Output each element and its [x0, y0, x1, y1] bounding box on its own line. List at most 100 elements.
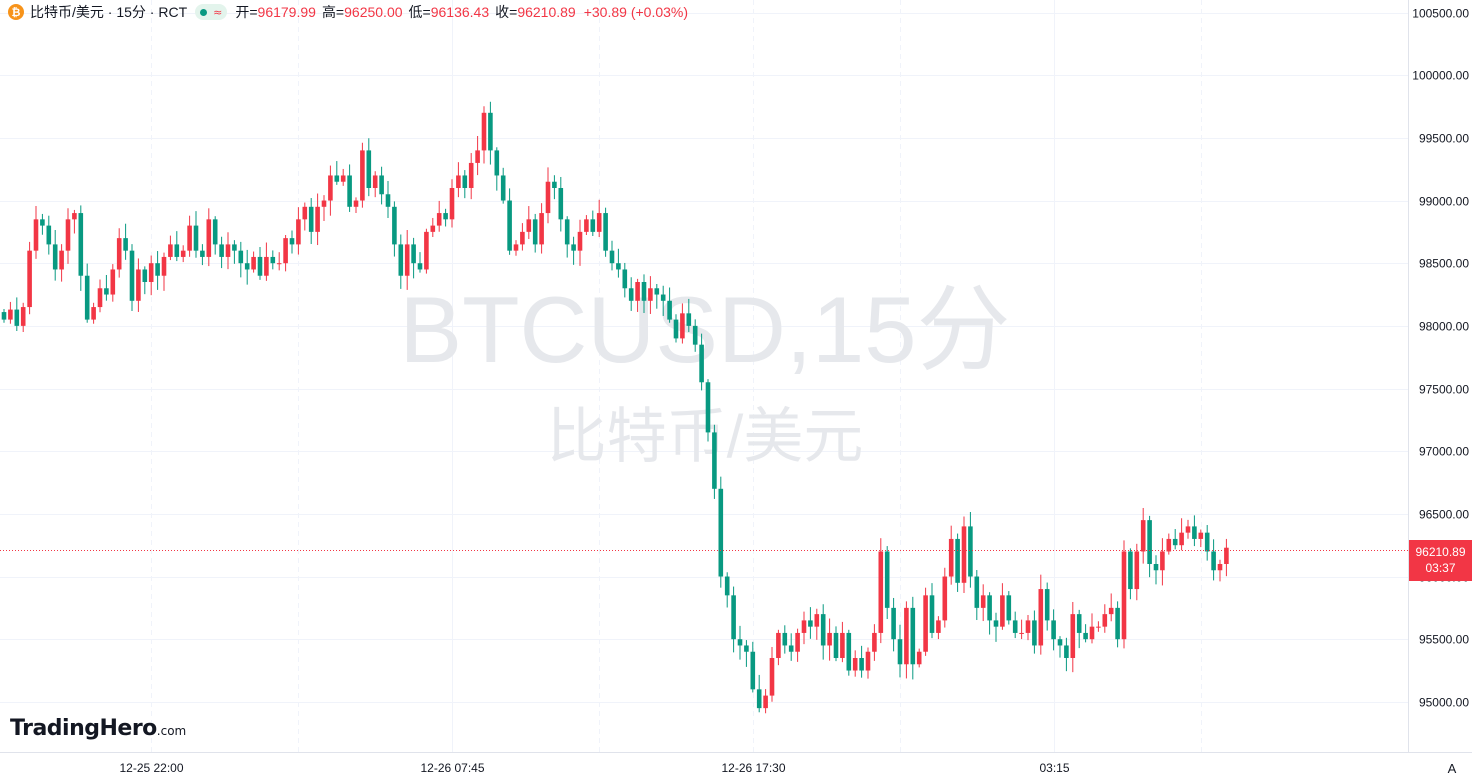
time-tick-label: 12-26 17:30	[721, 761, 785, 775]
candle-body	[116, 238, 122, 270]
candle	[667, 287, 672, 323]
candle-body	[110, 269, 116, 295]
candle	[1166, 533, 1172, 555]
candle-body	[1128, 551, 1133, 590]
candle-body	[91, 307, 96, 320]
candle	[724, 572, 730, 608]
candle	[654, 284, 660, 309]
candle-body	[891, 607, 896, 640]
candle	[334, 161, 340, 185]
candle-body	[212, 219, 218, 245]
candle-body	[1134, 551, 1140, 590]
candle	[1064, 637, 1069, 672]
candle	[251, 251, 256, 273]
price-tick-label: 99500.00	[1419, 132, 1469, 146]
candle	[763, 689, 768, 714]
logo-suffix: .com	[156, 724, 187, 738]
candle-body	[513, 244, 519, 251]
candle	[104, 274, 109, 301]
time-axis[interactable]: 12-25 22:00 12-26 07:45 12-26 17:30 03:15	[119, 761, 1069, 775]
price-tick-label: 95000.00	[1419, 696, 1469, 710]
candle	[987, 592, 992, 635]
candle-body	[244, 263, 250, 270]
candle-body	[584, 219, 589, 232]
high-label: 高=	[321, 4, 345, 20]
candle-body	[315, 206, 320, 232]
candle	[308, 198, 314, 245]
candle	[180, 245, 186, 263]
market-status-badge[interactable]: ≈	[195, 4, 228, 20]
candle	[289, 230, 295, 254]
candle-body	[84, 275, 90, 320]
candle-body	[1051, 620, 1056, 640]
price-tick-label: 100500.00	[1412, 7, 1469, 21]
candle	[673, 314, 679, 343]
candle-body	[1185, 526, 1191, 533]
candle	[1051, 609, 1056, 651]
candle	[577, 219, 583, 266]
candle-body	[910, 607, 916, 665]
candle-body	[1153, 564, 1159, 571]
low-label: 低=	[408, 4, 431, 20]
candle	[891, 597, 896, 652]
candle-body	[65, 219, 71, 251]
candle-body	[1166, 538, 1172, 552]
candle-body	[379, 175, 384, 195]
candle	[622, 262, 628, 298]
candle	[244, 249, 250, 285]
candle-body	[596, 213, 602, 232]
candle-body	[20, 307, 26, 326]
tradinghero-logo: TradingHero.com	[10, 716, 186, 741]
candle-body	[206, 219, 212, 257]
candle	[942, 567, 948, 628]
candle	[500, 167, 506, 204]
candle	[219, 236, 224, 269]
candle	[283, 235, 288, 272]
candle-body	[980, 595, 986, 608]
candle-body	[520, 231, 525, 245]
candle	[865, 647, 871, 679]
candle	[1083, 624, 1088, 643]
candle-body	[974, 576, 980, 608]
candle-body	[904, 607, 909, 665]
candle-body	[200, 250, 205, 257]
candle-body	[507, 200, 512, 251]
candle	[424, 228, 429, 274]
candle	[590, 210, 596, 237]
candle	[78, 205, 84, 291]
candle	[961, 516, 967, 593]
candle	[878, 538, 884, 644]
candle	[136, 258, 141, 312]
candle	[142, 266, 148, 295]
candle	[1160, 538, 1165, 586]
candle	[808, 607, 813, 639]
candle-body	[385, 194, 391, 207]
candle	[1070, 601, 1076, 673]
price-tick-label: 96500.00	[1419, 508, 1469, 522]
chart-legend: ₿ 比特币/美元 · 15分 · RCT ≈ 开= 96179.99 高= 96…	[8, 2, 688, 22]
candle	[859, 645, 864, 678]
symbol-title[interactable]: 比特币/美元 · 15分 · RCT	[30, 4, 188, 20]
candle-body	[801, 620, 807, 633]
candle-body	[1064, 645, 1069, 658]
candle	[904, 601, 909, 679]
candle	[916, 648, 922, 668]
auto-scale-button[interactable]: A	[1447, 760, 1457, 776]
candle	[200, 244, 205, 266]
candle	[769, 646, 775, 702]
candle-body	[846, 632, 852, 671]
candle	[1128, 548, 1133, 600]
candle-body	[430, 225, 436, 232]
candle-body	[699, 344, 704, 383]
candle-body	[635, 282, 640, 301]
candle-body	[1057, 639, 1063, 646]
candle-body	[776, 632, 781, 658]
price-axis[interactable]: 95000.0095500.0096000.0096500.0097000.00…	[1412, 7, 1469, 710]
candle	[385, 180, 391, 218]
candle	[443, 208, 448, 227]
candle	[680, 303, 685, 344]
candle-body	[296, 219, 301, 245]
candle	[897, 624, 903, 678]
candle-body	[673, 319, 679, 339]
